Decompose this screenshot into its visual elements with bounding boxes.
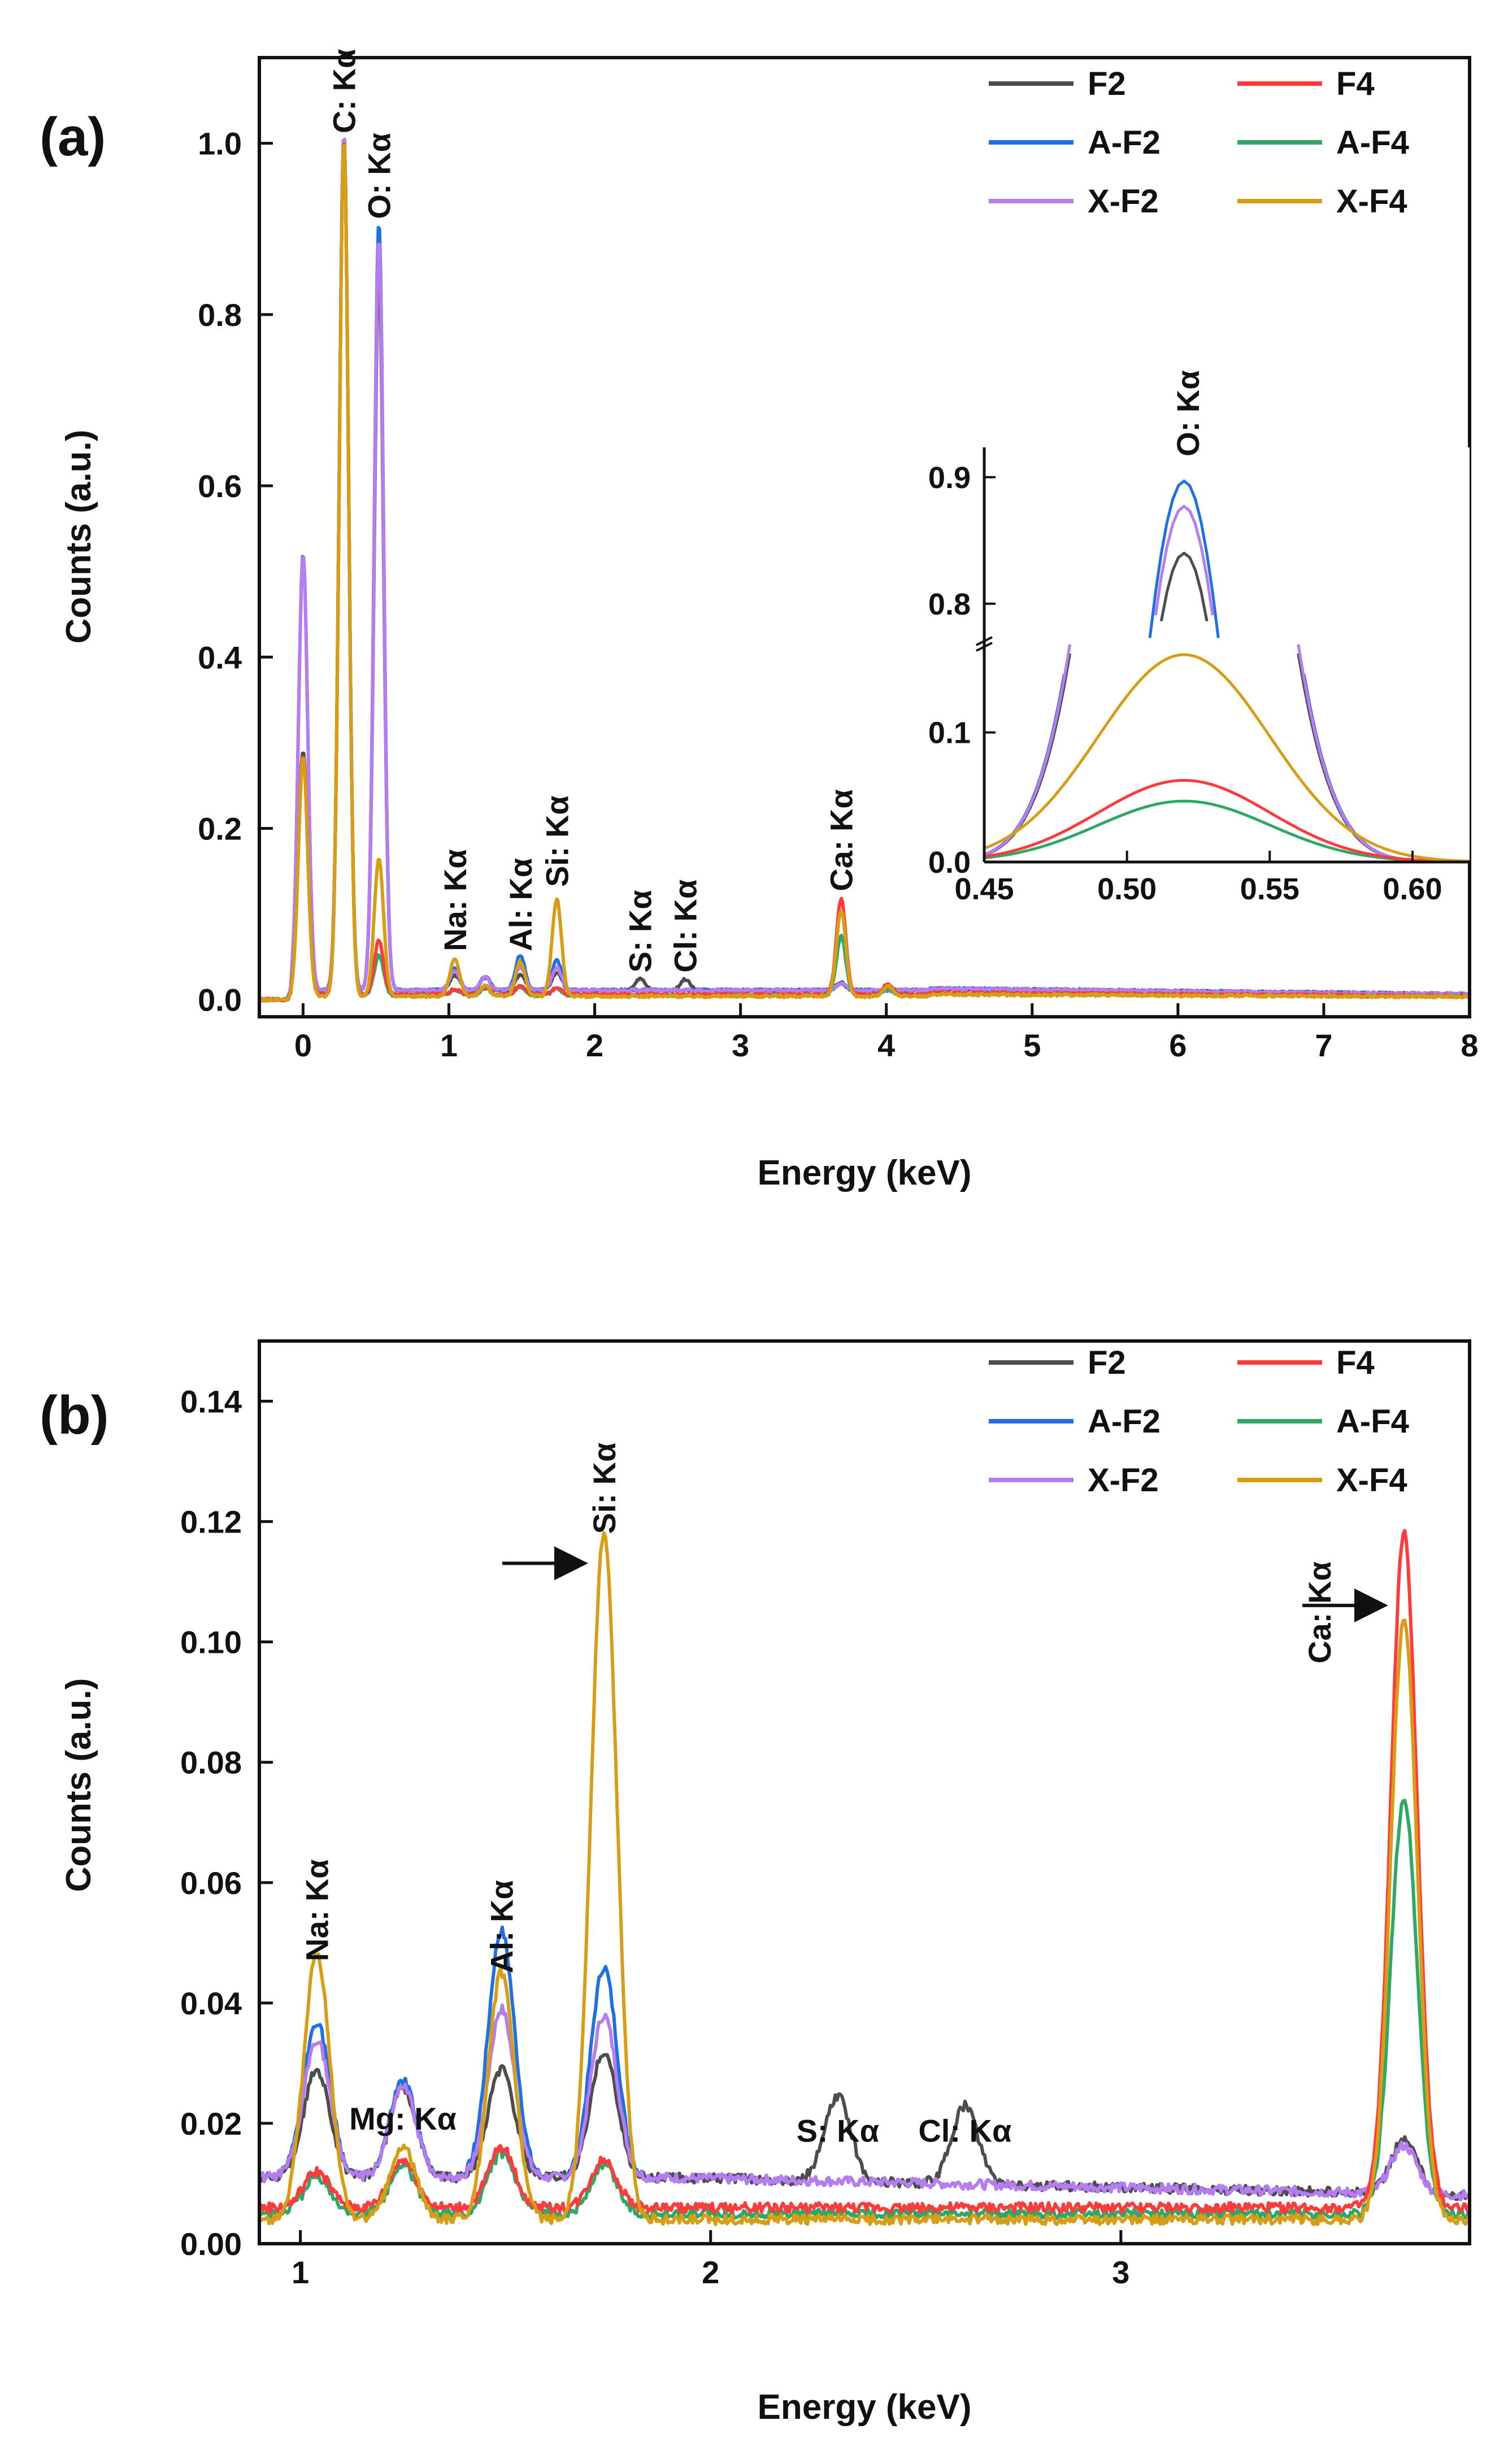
legend-label-F2: F2	[1088, 66, 1126, 102]
a-xtick-label: 6	[1169, 1028, 1187, 1063]
inset-xtick-label: 0.60	[1383, 872, 1442, 906]
legend-label-X-F2: X-F2	[1088, 1462, 1159, 1499]
b-xtick-label: 3	[1112, 2254, 1129, 2290]
inset-ytick-label: 0.0	[928, 846, 971, 880]
b-xtick-label: 2	[702, 2254, 719, 2290]
a-annotation: Na: Kα	[437, 849, 473, 951]
b-series-line-F4	[259, 1529, 1470, 2214]
inset-ytick-label: 0.9	[928, 461, 971, 495]
b-annotation: Na: Kα	[299, 1859, 335, 1961]
b-annotation: S: Kα	[797, 2113, 879, 2149]
a-xtick-label: 5	[1023, 1028, 1041, 1063]
panel-b-annotations: Na: Kα Mg: Kα Al: Kα Si: Kα S: Kα Cl: Kα Ca: K…	[299, 1443, 1388, 2149]
b-annotation: Si: Kα	[586, 1443, 622, 1534]
a-annotation: C: Kα	[327, 49, 362, 134]
b-ytick-label: 0.00	[180, 2226, 242, 2262]
inset-xtick-label: 0.55	[1240, 872, 1300, 906]
inset-axis-break	[976, 636, 993, 652]
a-annotation: Al: Kα	[503, 858, 538, 951]
a-annotation: Ca: Kα	[824, 789, 859, 891]
legend-label-X-F4: X-F4	[1336, 183, 1407, 220]
inset-annotation: O: Kα	[1170, 370, 1206, 456]
b-ytick-label: 0.14	[180, 1384, 242, 1420]
legend-label-X-F2: X-F2	[1088, 183, 1159, 220]
b-ytick-label: 0.04	[180, 1986, 242, 2021]
panel-a: (a) Counts (a.u.) Energy (keV) 0 1 2 3 4 5 6 7 8…	[40, 49, 1479, 1192]
a-ytick-label: 0.6	[198, 468, 242, 504]
b-series-line-X-F2	[259, 2003, 1470, 2202]
legend-label-A-F4: A-F4	[1336, 1403, 1409, 1440]
a-ytick-label: 0.8	[198, 297, 242, 333]
legend-label-F2: F2	[1088, 1344, 1126, 1381]
a-ytick-label: 0.2	[198, 811, 242, 846]
inset-xtick-label: 0.45	[954, 872, 1014, 906]
a-ytick-label: 1.0	[198, 126, 242, 162]
b-annotation: Mg: Kα	[349, 2101, 457, 2136]
panel-a-label: (a)	[40, 107, 106, 167]
legend-label-F4: F4	[1336, 66, 1375, 102]
panel-b-legend: F2 F4 A-F2 A-F4 X-F2 X-F4	[989, 1344, 1409, 1499]
legend-label-F4: F4	[1336, 1344, 1375, 1381]
a-annotation: S: Kα	[623, 890, 658, 972]
legend-label-A-F4: A-F4	[1336, 124, 1409, 161]
b-annotation: Ca: Kα	[1302, 1561, 1337, 1664]
b-ytick-label: 0.08	[180, 1745, 242, 1780]
panel-b-frame	[258, 1339, 1471, 2245]
a-annotation: Si: Kα	[539, 795, 575, 887]
a-xtick-label: 3	[732, 1028, 749, 1063]
panel-b: (b) Counts (a.u.) Energy (keV) 1 2 3 0.00 0.…	[40, 1339, 1471, 2427]
b-series-line-X-F4	[259, 1531, 1470, 2226]
inset-ticks: 0.45 0.50 0.55 0.60 0.0 0.1 0.8 0.9	[928, 461, 1442, 906]
legend-label-A-F2: A-F2	[1088, 124, 1161, 161]
legend-label-A-F2: A-F2	[1088, 1403, 1161, 1440]
inset-background	[984, 447, 1470, 862]
b-series-line-A-F2	[259, 1925, 1470, 2202]
b-series-line-A-F4	[259, 1799, 1470, 2221]
inset-ytick-label: 0.8	[928, 587, 971, 621]
inset-series-line-X-F4	[984, 653, 1470, 862]
legend-label-X-F4: X-F4	[1336, 1462, 1407, 1499]
a-xtick-label: 8	[1461, 1028, 1478, 1063]
inset-xtick-label: 0.50	[1097, 872, 1157, 906]
a-ytick-label: 0.0	[198, 982, 242, 1018]
a-series-line-X-F4	[259, 143, 1470, 1003]
b-xtick-label: 1	[292, 2254, 309, 2290]
panel-b-ticks: 1 2 3 0.00 0.02 0.04 0.06 0.08 0.10 0.12 0.14	[180, 1384, 1129, 2290]
inset-ytick-label: 0.1	[928, 716, 971, 750]
panel-b-xlabel: Energy (keV)	[757, 2388, 971, 2427]
panel-b-label: (b)	[40, 1385, 109, 1446]
a-xtick-label: 2	[586, 1028, 603, 1063]
b-ytick-label: 0.02	[180, 2106, 242, 2141]
panel-a-ylabel: Counts (a.u.)	[59, 430, 98, 644]
inset-series-line-F4	[984, 779, 1470, 862]
panel-a-inset: 0.45 0.50 0.55 0.60 0.0 0.1 0.8 0.9 O: Kα	[928, 370, 1470, 906]
panel-b-series	[259, 1529, 1470, 2226]
b-annotation: Al: Kα	[484, 1880, 519, 1973]
panel-a-legend: F2 F4 A-F2 A-F4 X-F2 X-F4	[989, 66, 1409, 220]
panel-b-ylabel: Counts (a.u.)	[59, 1678, 98, 1892]
b-annotation: Cl: Kα	[918, 2113, 1011, 2149]
panel-a-xlabel: Energy (keV)	[757, 1153, 971, 1192]
panel-a-ticks: 0 1 2 3 4 5 6 7 8 0.0 0.2 0.4 0.6 0.8 1.0	[198, 126, 1478, 1063]
b-ytick-label: 0.10	[180, 1625, 242, 1660]
a-annotation: O: Kα	[362, 133, 397, 219]
a-xtick-label: 7	[1315, 1028, 1332, 1063]
a-xtick-label: 1	[440, 1028, 458, 1063]
a-xtick-label: 4	[877, 1028, 895, 1063]
a-ytick-label: 0.4	[198, 639, 242, 675]
a-xtick-label: 0	[294, 1028, 312, 1063]
b-ytick-label: 0.12	[180, 1504, 242, 1540]
b-ytick-label: 0.06	[180, 1865, 242, 1901]
a-annotation: Cl: Kα	[668, 880, 703, 973]
panel-a-series	[259, 137, 1470, 1003]
